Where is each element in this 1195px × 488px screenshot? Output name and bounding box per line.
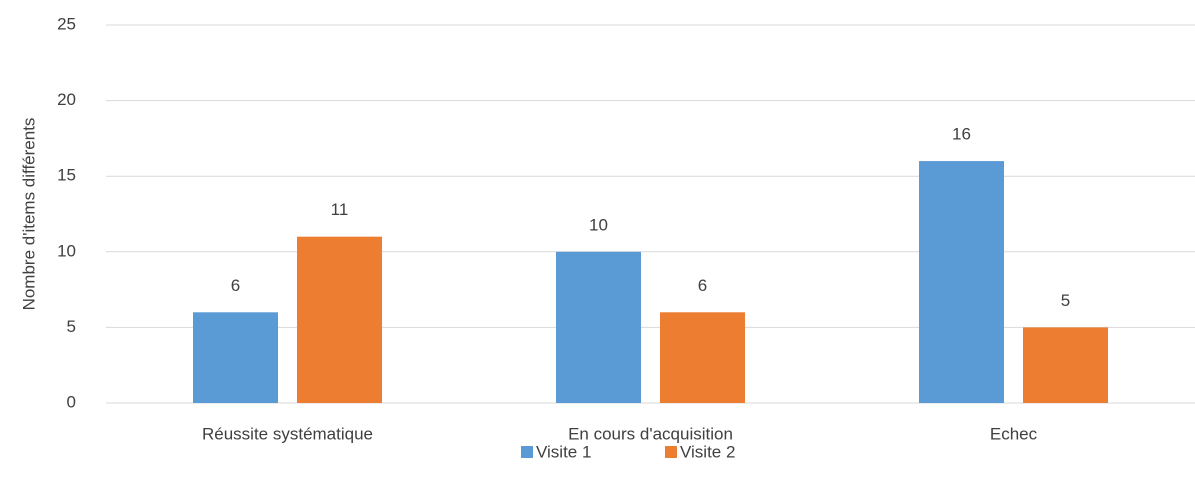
y-tick-label: 20 xyxy=(57,90,76,109)
data-label: 16 xyxy=(952,125,971,144)
bar xyxy=(193,312,278,403)
legend-label: Visite 2 xyxy=(680,442,735,461)
bar xyxy=(297,236,382,403)
legend-swatch xyxy=(521,446,533,458)
bar xyxy=(1023,327,1108,403)
bar xyxy=(919,161,1004,403)
y-tick-label: 10 xyxy=(57,241,76,260)
legend-swatch xyxy=(665,446,677,458)
bar xyxy=(660,312,745,403)
y-tick-label: 25 xyxy=(57,14,76,33)
y-tick-label: 5 xyxy=(67,317,76,336)
data-label: 6 xyxy=(698,276,707,295)
bar xyxy=(556,251,641,403)
y-tick-label: 0 xyxy=(67,392,76,411)
x-tick-label: Réussite systématique xyxy=(202,424,373,443)
data-label: 6 xyxy=(231,276,240,295)
data-label: 11 xyxy=(331,200,349,219)
legend-label: Visite 1 xyxy=(536,442,591,461)
y-tick-label: 15 xyxy=(57,166,76,185)
x-tick-label: En cours d'acquisition xyxy=(568,424,733,443)
data-label: 5 xyxy=(1061,291,1070,310)
data-label: 10 xyxy=(589,215,608,234)
x-tick-label: Echec xyxy=(990,424,1038,443)
y-axis-label: Nombre d'items différents xyxy=(19,118,38,311)
